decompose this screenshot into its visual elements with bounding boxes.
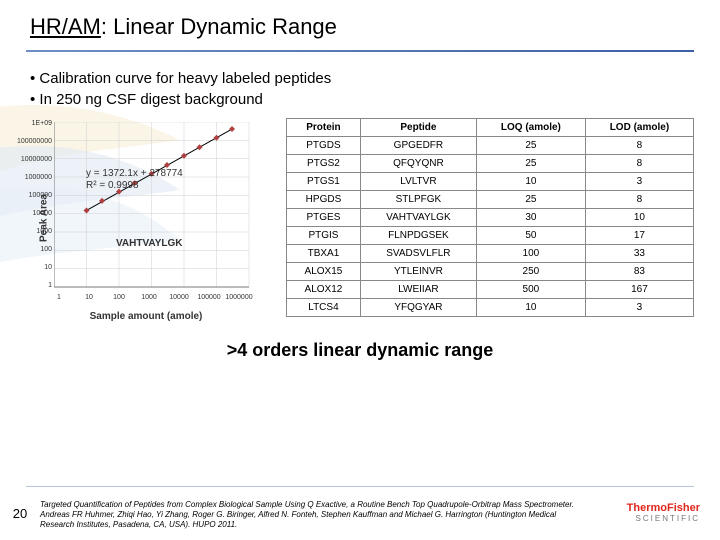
calibration-chart: Peak Area Sample amount (amole) 1E+09 10… <box>26 118 286 318</box>
table-cell: 25 <box>476 191 585 209</box>
table-cell: YTLEINVR <box>360 263 476 281</box>
table-header: LOQ (amole) <box>476 119 585 137</box>
title-rest: : Linear Dynamic Range <box>101 14 337 39</box>
table-cell: 10 <box>585 209 693 227</box>
table-cell: 8 <box>585 137 693 155</box>
xtick: 100000 <box>194 294 224 301</box>
table-cell: 10 <box>476 299 585 317</box>
bullet-item: Calibration curve for heavy labeled pept… <box>30 70 720 87</box>
table-cell: LVLTVR <box>360 173 476 191</box>
xtick: 10000 <box>164 294 194 301</box>
table-cell: SVADSVLFLR <box>360 245 476 263</box>
table-cell: 50 <box>476 227 585 245</box>
ytick: 100000000 <box>12 138 52 145</box>
table-header: LOD (amole) <box>585 119 693 137</box>
slide-title: HR/AM: Linear Dynamic Range <box>30 14 720 40</box>
ytick: 10000 <box>12 210 52 217</box>
table-row: HPGDSSTLPFGK258 <box>287 191 694 209</box>
table-cell: 500 <box>476 281 585 299</box>
table-cell: STLPFGK <box>360 191 476 209</box>
table-cell: PTGS2 <box>287 155 361 173</box>
ytick: 10 <box>12 264 52 271</box>
table-row: PTGESVAHTVAYLGK3010 <box>287 209 694 227</box>
brand-logo: ThermoFisher SCIENTIFIC <box>600 503 720 523</box>
xtick: 1000000 <box>224 294 254 301</box>
chart-x-label: Sample amount (amole) <box>90 311 203 322</box>
table-row: LTCS4YFQGYAR103 <box>287 299 694 317</box>
logo-brand: ThermoFisher <box>600 503 700 515</box>
table-row: PTGS1LVLTVR103 <box>287 173 694 191</box>
table-cell: 3 <box>585 299 693 317</box>
table-row: ALOX15YTLEINVR25083 <box>287 263 694 281</box>
table-cell: 25 <box>476 155 585 173</box>
table-cell: 30 <box>476 209 585 227</box>
xtick: 1 <box>44 294 74 301</box>
table-header: Protein <box>287 119 361 137</box>
footer-rule <box>26 486 694 487</box>
table-row: PTGDSGPGEDFR258 <box>287 137 694 155</box>
ytick: 1000000 <box>12 174 52 181</box>
equation-line: R² = 0.9998 <box>86 180 183 192</box>
xtick: 100 <box>104 294 134 301</box>
table-cell: QFQYQNR <box>360 155 476 173</box>
table-row: PTGS2QFQYQNR258 <box>287 155 694 173</box>
table-cell: 25 <box>476 137 585 155</box>
table-cell: TBXA1 <box>287 245 361 263</box>
table-cell: 10 <box>476 173 585 191</box>
ytick: 100 <box>12 246 52 253</box>
table-cell: PTGES <box>287 209 361 227</box>
footer-citation: Targeted Quantification of Peptides from… <box>40 496 600 530</box>
table-cell: FLNPDGSEK <box>360 227 476 245</box>
equation-line: y = 1372.1x + 278774 <box>86 168 183 180</box>
ytick: 10000000 <box>12 156 52 163</box>
table-cell: 8 <box>585 155 693 173</box>
ytick: 1 <box>12 282 52 289</box>
table-row: PTGISFLNPDGSEK5017 <box>287 227 694 245</box>
title-prefix: HR/AM <box>30 14 101 39</box>
table-cell: ALOX12 <box>287 281 361 299</box>
table-row: ALOX12LWEIIAR500167 <box>287 281 694 299</box>
table-cell: PTGDS <box>287 137 361 155</box>
page-number: 20 <box>0 506 40 521</box>
ytick: 1000 <box>12 228 52 235</box>
table-cell: VAHTVAYLGK <box>360 209 476 227</box>
title-divider <box>26 50 694 52</box>
chart-svg <box>54 122 254 292</box>
table-cell: 83 <box>585 263 693 281</box>
table-cell: 100 <box>476 245 585 263</box>
table-cell: YFQGYAR <box>360 299 476 317</box>
table-cell: 250 <box>476 263 585 281</box>
xtick: 1000 <box>134 294 164 301</box>
peptide-table: ProteinPeptideLOQ (amole)LOD (amole) PTG… <box>286 118 694 317</box>
ytick: 100000 <box>12 192 52 199</box>
table-cell: LTCS4 <box>287 299 361 317</box>
table-row: TBXA1SVADSVLFLR10033 <box>287 245 694 263</box>
table-cell: ALOX15 <box>287 263 361 281</box>
table-cell: 17 <box>585 227 693 245</box>
table-cell: PTGIS <box>287 227 361 245</box>
chart-equation: y = 1372.1x + 278774 R² = 0.9998 <box>86 168 183 192</box>
ytick: 1E+09 <box>12 120 52 127</box>
table-header: Peptide <box>360 119 476 137</box>
xtick: 10 <box>74 294 104 301</box>
table-cell: 8 <box>585 191 693 209</box>
table-cell: HPGDS <box>287 191 361 209</box>
table-cell: 33 <box>585 245 693 263</box>
table-cell: PTGS1 <box>287 173 361 191</box>
callout-text: >4 orders linear dynamic range <box>0 340 720 361</box>
logo-sub: SCIENTIFIC <box>600 515 700 523</box>
table-cell: 3 <box>585 173 693 191</box>
chart-annotation: VAHTVAYLGK <box>116 238 183 249</box>
table-cell: LWEIIAR <box>360 281 476 299</box>
table-cell: 167 <box>585 281 693 299</box>
table-cell: GPGEDFR <box>360 137 476 155</box>
